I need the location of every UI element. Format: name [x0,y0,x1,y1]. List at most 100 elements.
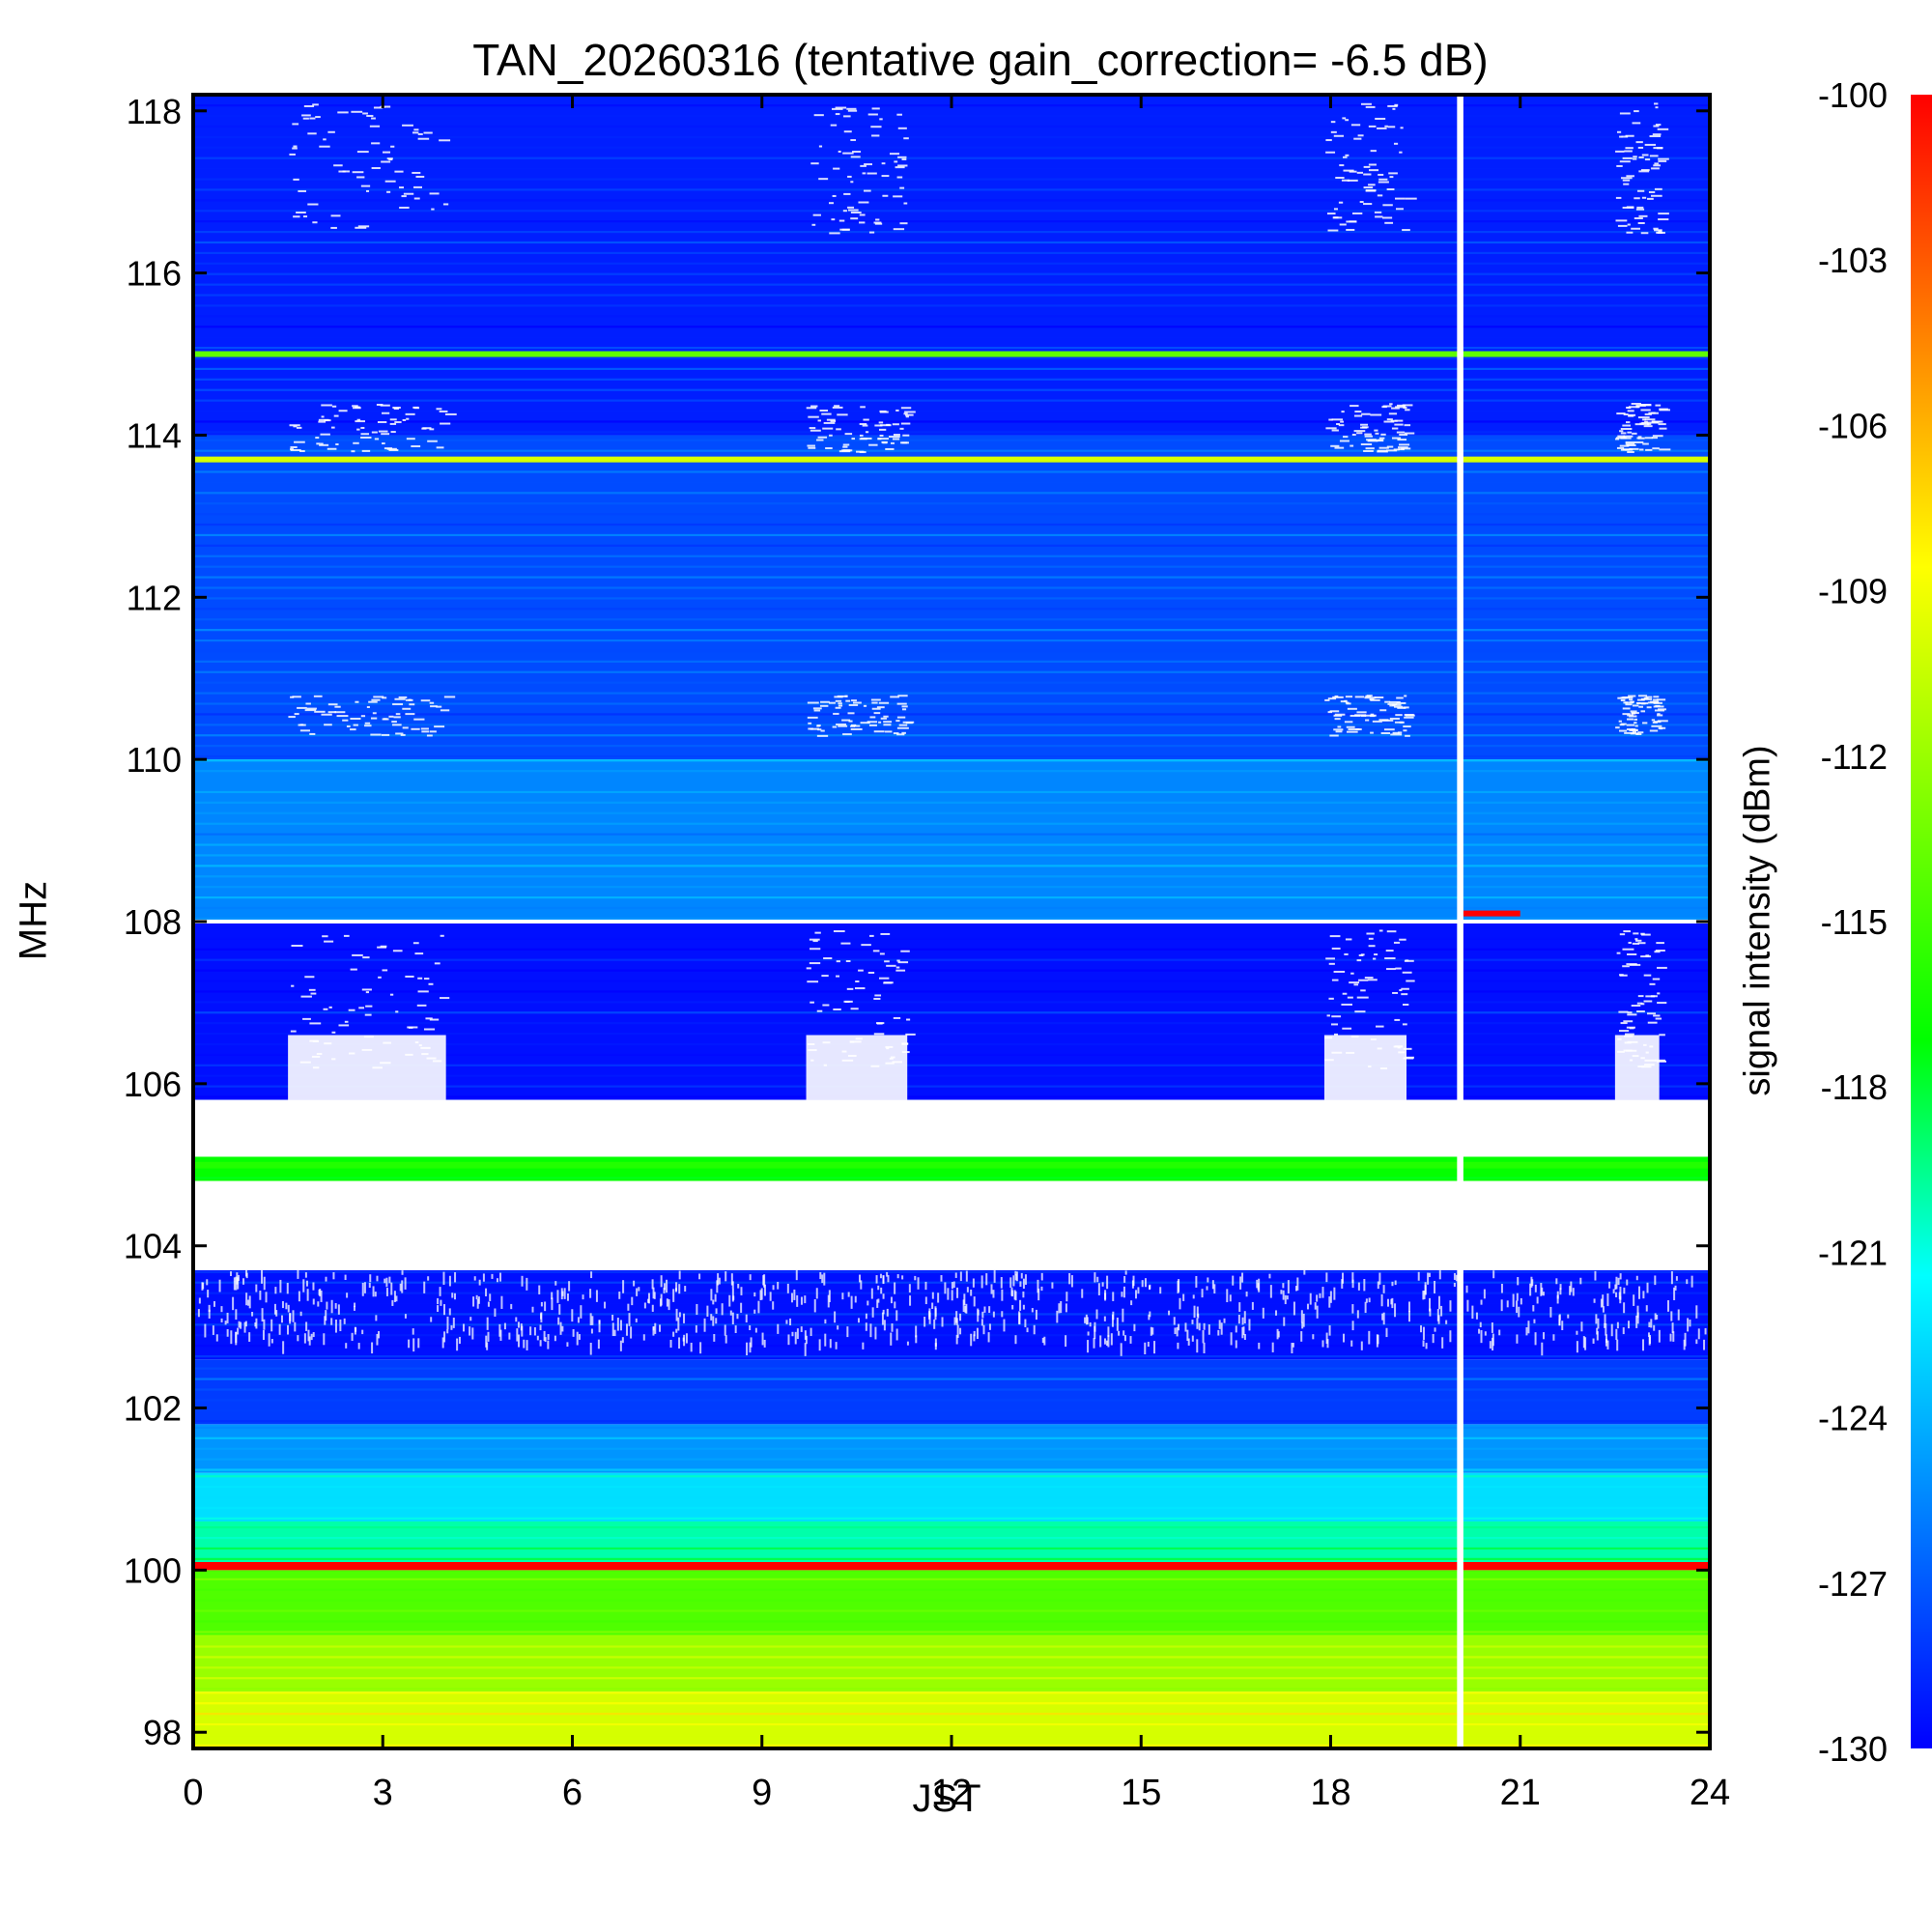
noise-speck [1014,1291,1017,1301]
noise-speck [1478,1328,1481,1334]
noise-speck [1235,1325,1237,1333]
noise-speck [572,1329,575,1337]
activity-speck [893,1016,901,1019]
noise-speck [1217,1329,1220,1336]
noise-speck [631,1296,634,1306]
activity-speck [289,424,300,427]
noise-speck [1019,1299,1022,1311]
noise-speck [278,1323,281,1335]
activity-speck [841,228,850,231]
activity-speck [1619,430,1624,433]
texture-stripe [193,513,1710,516]
noise-speck [1118,1330,1121,1336]
activity-speck [1364,696,1377,699]
noise-speck [388,1276,391,1284]
noise-speck [731,1312,734,1324]
activity-speck [1401,987,1409,990]
activity-speck [369,125,381,128]
activity-speck [1394,705,1404,708]
noise-speck [1380,1293,1383,1307]
noise-speck [1177,1342,1179,1350]
activity-speck [843,192,851,195]
noise-speck [721,1303,724,1316]
noise-speck [1529,1283,1532,1296]
noise-speck [401,1270,404,1275]
activity-speck [1360,989,1366,992]
texture-stripe [193,356,1710,360]
activity-speck [429,1018,440,1021]
activity-speck [360,426,365,429]
noise-speck [1206,1286,1208,1291]
noise-speck [763,1284,766,1296]
texture-stripe [193,1713,1710,1716]
noise-speck [469,1326,471,1336]
activity-speck [1639,404,1652,407]
activity-speck [392,950,403,952]
activity-speck [323,1008,328,1010]
noise-speck [675,1308,678,1321]
activity-speck [364,1013,372,1016]
activity-speck [889,436,900,439]
activity-speck [1378,173,1384,176]
noise-speck [933,1319,936,1329]
noise-speck [675,1282,678,1292]
noise-speck [663,1288,666,1293]
activity-shoulder [1323,1035,1406,1100]
activity-speck [1620,448,1630,451]
activity-speck [1653,125,1660,128]
noise-speck [1381,1313,1384,1321]
activity-speck [361,988,372,991]
noise-speck [1492,1337,1494,1351]
activity-speck [1638,705,1644,708]
activity-speck [830,124,838,127]
activity-speck [290,449,301,452]
activity-speck [1338,201,1344,204]
activity-speck [348,1009,355,1011]
texture-stripe [193,544,1710,547]
activity-speck [838,219,845,222]
noise-speck [1144,1342,1147,1355]
noise-speck [1186,1329,1189,1342]
activity-speck [1382,216,1393,219]
activity-speck [400,733,406,736]
noise-speck [1428,1272,1431,1277]
activity-speck [291,945,303,948]
x-tick-label: 6 [562,1773,582,1813]
activity-speck [1333,134,1345,137]
activity-speck [1403,407,1407,410]
noise-speck [1301,1321,1304,1329]
activity-speck [426,734,433,737]
activity-speck [1350,714,1361,717]
noise-speck [1445,1320,1448,1324]
noise-speck [652,1287,655,1299]
noise-speck [1321,1287,1324,1298]
noise-speck [595,1290,598,1302]
noise-speck [1674,1285,1677,1291]
activity-speck [381,105,391,108]
texture-stripe [193,1577,1710,1580]
noise-speck [297,1270,299,1279]
activity-speck [1637,189,1645,192]
activity-speck [851,438,856,440]
activity-speck [301,114,311,117]
activity-speck [421,730,430,733]
activity-speck [394,697,406,700]
activity-speck [1367,979,1378,981]
noise-speck [485,1335,488,1348]
activity-speck [854,987,866,990]
activity-speck [878,721,882,724]
noise-speck [235,1331,238,1343]
activity-speck [1356,996,1369,999]
activity-speck [1634,724,1638,727]
noise-speck [736,1314,739,1320]
activity-speck [417,137,430,140]
noise-speck [1576,1341,1578,1353]
activity-speck [1633,156,1637,158]
activity-speck [1346,730,1358,733]
noise-speck [847,1292,850,1297]
noise-speck [1014,1270,1017,1276]
activity-speck [1626,443,1636,446]
noise-speck [591,1316,594,1325]
activity-speck [365,991,370,994]
noise-speck [1387,1298,1390,1307]
